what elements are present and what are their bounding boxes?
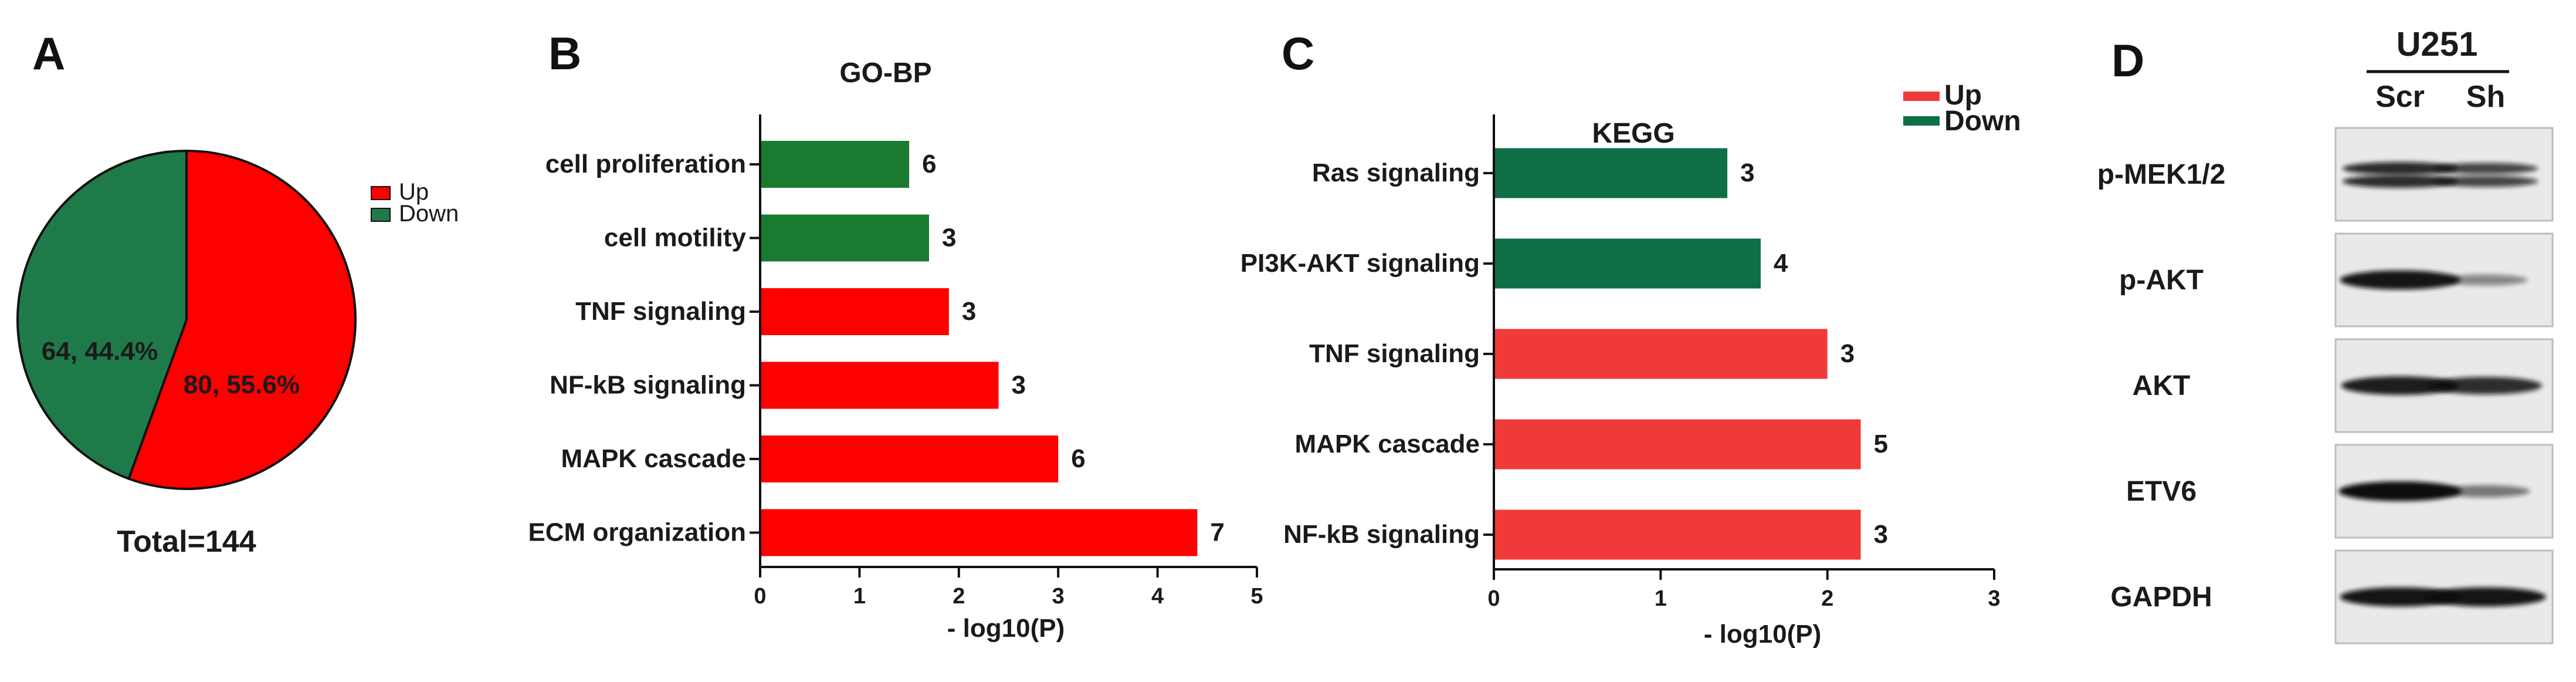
category-label: TNF signaling [1309,339,1480,368]
blot-band [2429,377,2542,394]
x-tick-label: 1 [1655,586,1667,611]
bar-count-label: 4 [1774,249,1788,278]
go-bp-x-axis-label: - log10(P) [947,614,1065,643]
blot-band [2340,270,2460,290]
kegg-legend-label-down: Down [1944,106,2021,137]
blot-band [2433,163,2538,174]
category-label: PI3K-AKT signaling [1240,249,1480,278]
x-tick-label: 2 [1821,586,1833,611]
bar [1495,329,1828,379]
blot-band [2441,485,2530,498]
x-tick-label: 2 [953,584,965,609]
panel-letter-d: D [2111,35,2144,86]
kegg-bar-chart: 0 1 2 3 Ras signaling 3 PI3K-AKT signaling 4 TNF… [1240,114,2001,611]
pie-legend: Up Down [371,179,459,227]
blot-band [2433,175,2538,187]
x-tick-label: 1 [853,584,866,609]
legend-swatch-up [371,186,391,200]
bar [1495,509,1861,560]
blot-box [2334,127,2554,222]
category-label: NF-kB signaling [550,371,746,400]
blot-lane-label-scr: Scr [2375,80,2425,114]
bar [1495,148,1728,198]
kegg-legend-label-up: Up [1944,80,1982,111]
blot-cell-line: U251 [2397,25,2478,63]
bar-count-label: 6 [1071,444,1085,473]
category-label: cell motility [604,224,747,252]
panel-letter-b: B [548,28,581,79]
blot-row-label: AKT [2133,370,2191,401]
category-label: Ras signaling [1312,158,1480,187]
x-tick-label: 0 [754,584,766,609]
blot-row-label: ETV6 [2126,476,2197,507]
bar-count-label: 5 [1874,430,1888,458]
category-label: TNF signaling [575,297,746,326]
bar-count-label: 3 [1841,339,1855,368]
blot-band [2340,587,2460,607]
kegg-title: KEGG [1592,118,1675,149]
bar-count-label: 3 [1740,158,1754,187]
panel-letter-a: A [32,28,65,79]
x-tick-label: 3 [1052,584,1065,609]
pie-slice-down [16,149,188,481]
bar [1495,238,1761,289]
pie-slice-up [127,149,357,490]
bar [761,288,949,335]
go-bp-title: GO-BP [839,58,931,89]
x-tick-label: 5 [1250,584,1263,609]
category-label: NF-kB signaling [1283,520,1480,549]
blot-band [2342,175,2458,188]
blot-band [2443,274,2528,286]
bar [761,141,910,188]
kegg-x-axis-label: - log10(P) [1704,620,1821,649]
kegg-legend-swatch-down [1903,116,1940,126]
legend-label-down: Down [399,201,459,227]
bar-count-label: 6 [922,150,936,178]
bar-count-label: 7 [1210,518,1224,547]
pie-total-label: Total=144 [117,525,256,559]
bar [761,362,999,409]
kegg-legend: Up Down [1903,80,2021,137]
bar [1495,419,1861,470]
blot-band [2341,376,2459,395]
bar [761,435,1059,482]
blot-band [2342,162,2458,175]
blot-row-label: GAPDH [2110,582,2212,613]
bar [761,214,929,262]
western-blot: U251 Scr Sh p-MEK1/2 p-AKT AKT ETV6 GAPDH [2097,25,2554,644]
blot-lane-label-sh: Sh [2466,80,2505,114]
bar-count-label: 3 [942,224,956,252]
legend-swatch-down [371,208,391,222]
category-label: MAPK cascade [561,444,746,473]
pie-label-up: 80, 55.6% [184,370,300,399]
bar [761,509,1198,556]
category-label: cell proliferation [545,150,746,178]
blot-band [2425,587,2546,607]
bar-count-label: 3 [1012,371,1026,400]
x-tick-label: 4 [1151,584,1164,609]
pie-chart: 80, 55.6% 64, 44.4% Total=144 [16,149,357,559]
legend-label-up: Up [399,179,429,205]
x-tick-label: 3 [1988,586,2000,611]
kegg-legend-swatch-up [1903,92,1940,101]
go-bp-bar-chart: 0 1 2 3 4 5 cell proliferation 6 cell motility 3 T… [528,114,1263,609]
category-label: ECM organization [528,518,746,547]
category-label: MAPK cascade [1295,430,1480,458]
blot-band [2338,481,2462,501]
panel-letter-c: C [1282,28,1314,79]
blot-row-label: p-MEK1/2 [2097,159,2226,190]
blot-row-label: p-AKT [2119,265,2204,296]
bar-count-label: 3 [962,297,976,326]
bar-count-label: 3 [1874,520,1888,549]
pie-label-down: 64, 44.4% [42,337,158,366]
x-tick-label: 0 [1487,586,1500,611]
